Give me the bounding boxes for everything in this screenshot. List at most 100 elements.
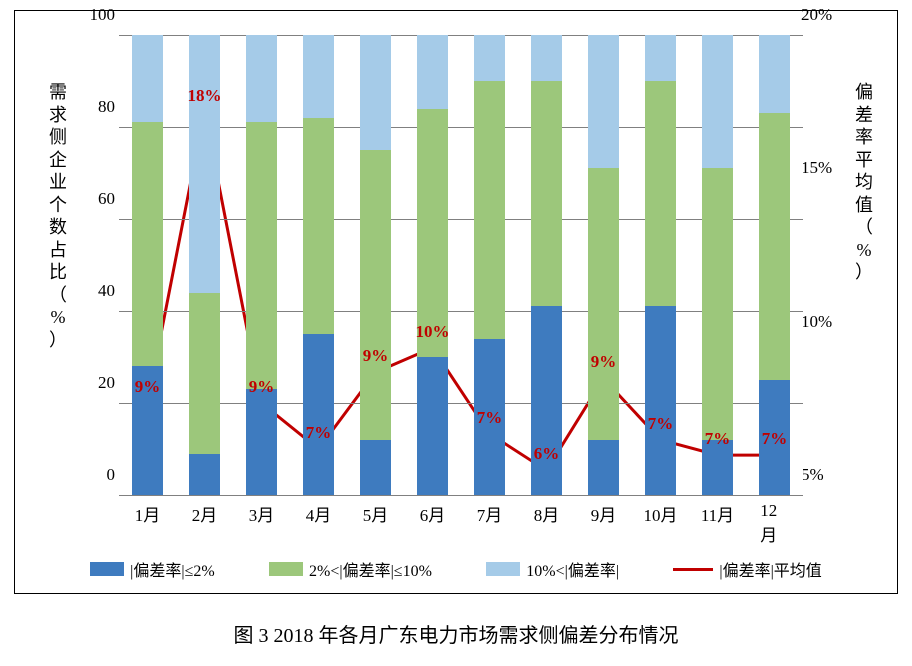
legend: |偏差率|≤2% 2%<|偏差率|≤10% 10%<|偏差率| |偏差率|平均值 bbox=[63, 557, 849, 581]
bar-group bbox=[246, 35, 277, 495]
gridline bbox=[119, 35, 803, 36]
x-tick: 7月 bbox=[477, 501, 503, 526]
x-tick: 2月 bbox=[192, 501, 218, 526]
bar-segment bbox=[360, 35, 391, 150]
legend-item-line: |偏差率|平均值 bbox=[673, 557, 821, 581]
legend-label-line: |偏差率|平均值 bbox=[719, 557, 821, 581]
bar-segment bbox=[588, 168, 619, 439]
legend-label-0: |偏差率|≤2% bbox=[130, 557, 215, 581]
bar-segment bbox=[474, 35, 505, 81]
bar-segment bbox=[246, 122, 277, 389]
bar-segment bbox=[645, 306, 676, 495]
bar-segment bbox=[360, 150, 391, 440]
y-left-tick: 0 bbox=[75, 465, 115, 485]
line-data-label: 7% bbox=[477, 408, 503, 428]
y-left-tick: 40 bbox=[75, 281, 115, 301]
y-right-tick: 15% bbox=[801, 158, 845, 178]
bar-group bbox=[531, 35, 562, 495]
y-right-tick: 20% bbox=[801, 5, 845, 25]
bar-segment bbox=[474, 81, 505, 339]
line-data-label: 6% bbox=[534, 444, 560, 464]
bar-group bbox=[702, 35, 733, 495]
bar-segment bbox=[132, 122, 163, 366]
y-left-tick: 60 bbox=[75, 189, 115, 209]
legend-label-1: 2%<|偏差率|≤10% bbox=[309, 557, 432, 581]
bar-segment bbox=[759, 113, 790, 380]
x-tick: 3月 bbox=[249, 501, 275, 526]
x-axis-ticks: 1月2月3月4月5月6月7月8月9月10月11月12月 bbox=[119, 501, 803, 525]
bar-segment bbox=[417, 357, 448, 495]
legend-swatch-2 bbox=[486, 562, 520, 576]
bar-group bbox=[759, 35, 790, 495]
line-data-label: 9% bbox=[135, 377, 161, 397]
bar-segment bbox=[189, 293, 220, 454]
line-data-label: 18% bbox=[188, 86, 222, 106]
bar-segment bbox=[303, 35, 334, 118]
bar-group bbox=[132, 35, 163, 495]
y-right-tick: 5% bbox=[801, 465, 845, 485]
x-tick: 12月 bbox=[760, 501, 789, 546]
line-data-label: 10% bbox=[416, 322, 450, 342]
bar-segment bbox=[645, 35, 676, 81]
gridline bbox=[119, 127, 803, 128]
bar-segment bbox=[588, 35, 619, 168]
x-tick: 6月 bbox=[420, 501, 446, 526]
x-tick: 11月 bbox=[701, 501, 734, 526]
x-tick: 9月 bbox=[591, 501, 617, 526]
x-tick: 1月 bbox=[135, 501, 161, 526]
bar-segment bbox=[303, 334, 334, 495]
y-left-tick: 20 bbox=[75, 373, 115, 393]
bar-group bbox=[417, 35, 448, 495]
bar-segment bbox=[759, 35, 790, 113]
bar-segment bbox=[246, 35, 277, 122]
bar-segment bbox=[702, 168, 733, 439]
y-left-tick: 80 bbox=[75, 97, 115, 117]
legend-label-2: 10%<|偏差率| bbox=[526, 557, 619, 581]
bar-segment bbox=[417, 109, 448, 357]
legend-swatch-0 bbox=[90, 562, 124, 576]
bar-group bbox=[588, 35, 619, 495]
y-left-label: 需求侧企业个数占比（%） bbox=[47, 81, 69, 351]
plot-area: 9% 18% 9% 7% 9% 10% 7% 6% 9% 7% 7% 7% bbox=[119, 35, 803, 495]
bar-segment bbox=[645, 81, 676, 306]
gridline bbox=[119, 219, 803, 220]
y-right-tick: 10% bbox=[801, 312, 845, 332]
line-data-label: 9% bbox=[249, 377, 275, 397]
bar-segment bbox=[303, 118, 334, 334]
gridline bbox=[119, 495, 803, 496]
line-data-label: 9% bbox=[591, 352, 617, 372]
bar-segment bbox=[702, 35, 733, 168]
chart-frame: 需求侧企业个数占比（%） 偏差率平均值（%） 020406080100 5%10… bbox=[14, 10, 898, 594]
y-right-label: 偏差率平均值（%） bbox=[853, 81, 875, 284]
line-data-label: 7% bbox=[762, 429, 788, 449]
bar-segment bbox=[588, 440, 619, 495]
bar-segment bbox=[189, 454, 220, 495]
bar-segment bbox=[531, 306, 562, 495]
bar-segment bbox=[246, 389, 277, 495]
legend-item-series-2: 10%<|偏差率| bbox=[486, 557, 619, 581]
legend-swatch-line bbox=[673, 568, 713, 571]
line-data-label: 7% bbox=[306, 423, 332, 443]
bar-segment bbox=[417, 35, 448, 109]
figure-wrapper: 需求侧企业个数占比（%） 偏差率平均值（%） 0 20 40 60 80 100 5% 10… bbox=[0, 0, 912, 666]
bar-segment bbox=[531, 35, 562, 81]
legend-item-series-1: 2%<|偏差率|≤10% bbox=[269, 557, 432, 581]
bar-segment bbox=[132, 35, 163, 122]
gridline bbox=[119, 403, 803, 404]
x-tick: 4月 bbox=[306, 501, 332, 526]
x-tick: 10月 bbox=[644, 501, 678, 526]
bar-segment bbox=[189, 35, 220, 293]
line-data-label: 7% bbox=[705, 429, 731, 449]
bar-segment bbox=[360, 440, 391, 495]
figure-caption: 图 3 2018 年各月广东电力市场需求侧偏差分布情况 bbox=[0, 619, 912, 648]
bar-group bbox=[360, 35, 391, 495]
legend-item-series-0: |偏差率|≤2% bbox=[90, 557, 215, 581]
line-data-label: 9% bbox=[363, 346, 389, 366]
x-tick: 5月 bbox=[363, 501, 389, 526]
y-left-tick: 100 bbox=[75, 5, 115, 25]
gridline bbox=[119, 311, 803, 312]
line-path bbox=[148, 112, 775, 471]
y-left-ticks: 020406080100 bbox=[75, 35, 115, 495]
line-data-label: 7% bbox=[648, 414, 674, 434]
legend-swatch-1 bbox=[269, 562, 303, 576]
